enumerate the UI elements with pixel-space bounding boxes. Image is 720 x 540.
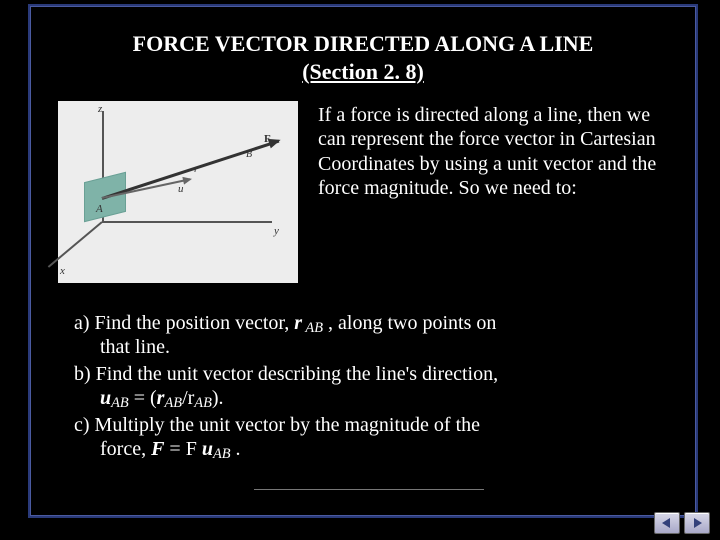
footer-rule [254,489,484,490]
step-c-pre: c) Multiply the unit vector by the magni… [74,414,480,436]
step-c: c) Multiply the unit vector by the magni… [74,413,652,462]
nav-prev-button[interactable] [654,512,680,534]
title-line-1: FORCE VECTOR DIRECTED ALONG A LINE [133,31,594,56]
slide-frame: FORCE VECTOR DIRECTED ALONG A LINE (Sect… [28,4,698,518]
steps: a) Find the position vector, r AB , alon… [30,283,696,461]
step-a-rsub: AB [302,320,323,336]
fig-label-r: r [194,163,198,175]
step-a-pre: a) Find the position vector, [74,312,294,334]
nav-bar [654,512,710,534]
title-line-2: (Section 2. 8) [302,59,424,84]
step-b-line1: b) Find the unit vector describing the l… [74,363,498,385]
fig-label-u: u [178,183,184,195]
fig-label-A: A [96,203,103,215]
step-a: a) Find the position vector, r AB , alon… [74,311,652,360]
fig-label-F: F [264,133,271,145]
step-a-post: , along two points on [323,312,496,334]
axis-x-line [48,221,103,268]
axis-y-line [102,221,272,223]
axis-z-label: z [98,103,102,115]
step-a-r: r [294,312,302,334]
axis-x-label: x [60,265,65,277]
figure: z y x F B u r A [58,101,298,283]
nav-next-button[interactable] [684,512,710,534]
nav-prev-icon [660,517,674,529]
fig-label-B: B [246,149,252,160]
slide-title: FORCE VECTOR DIRECTED ALONG A LINE (Sect… [30,6,696,95]
step-c-line2: force, F = F uAB . [74,437,652,461]
intro-text: If a force is directed along a line, the… [318,101,668,283]
step-b: b) Find the unit vector describing the l… [74,362,652,411]
step-a-line2: that line. [74,335,652,359]
nav-next-icon [690,517,704,529]
step-b-line2: uAB = (rAB/rAB). [74,386,652,410]
content-row: z y x F B u r A If a force is directed a… [30,95,696,283]
axis-y-label: y [274,225,279,237]
